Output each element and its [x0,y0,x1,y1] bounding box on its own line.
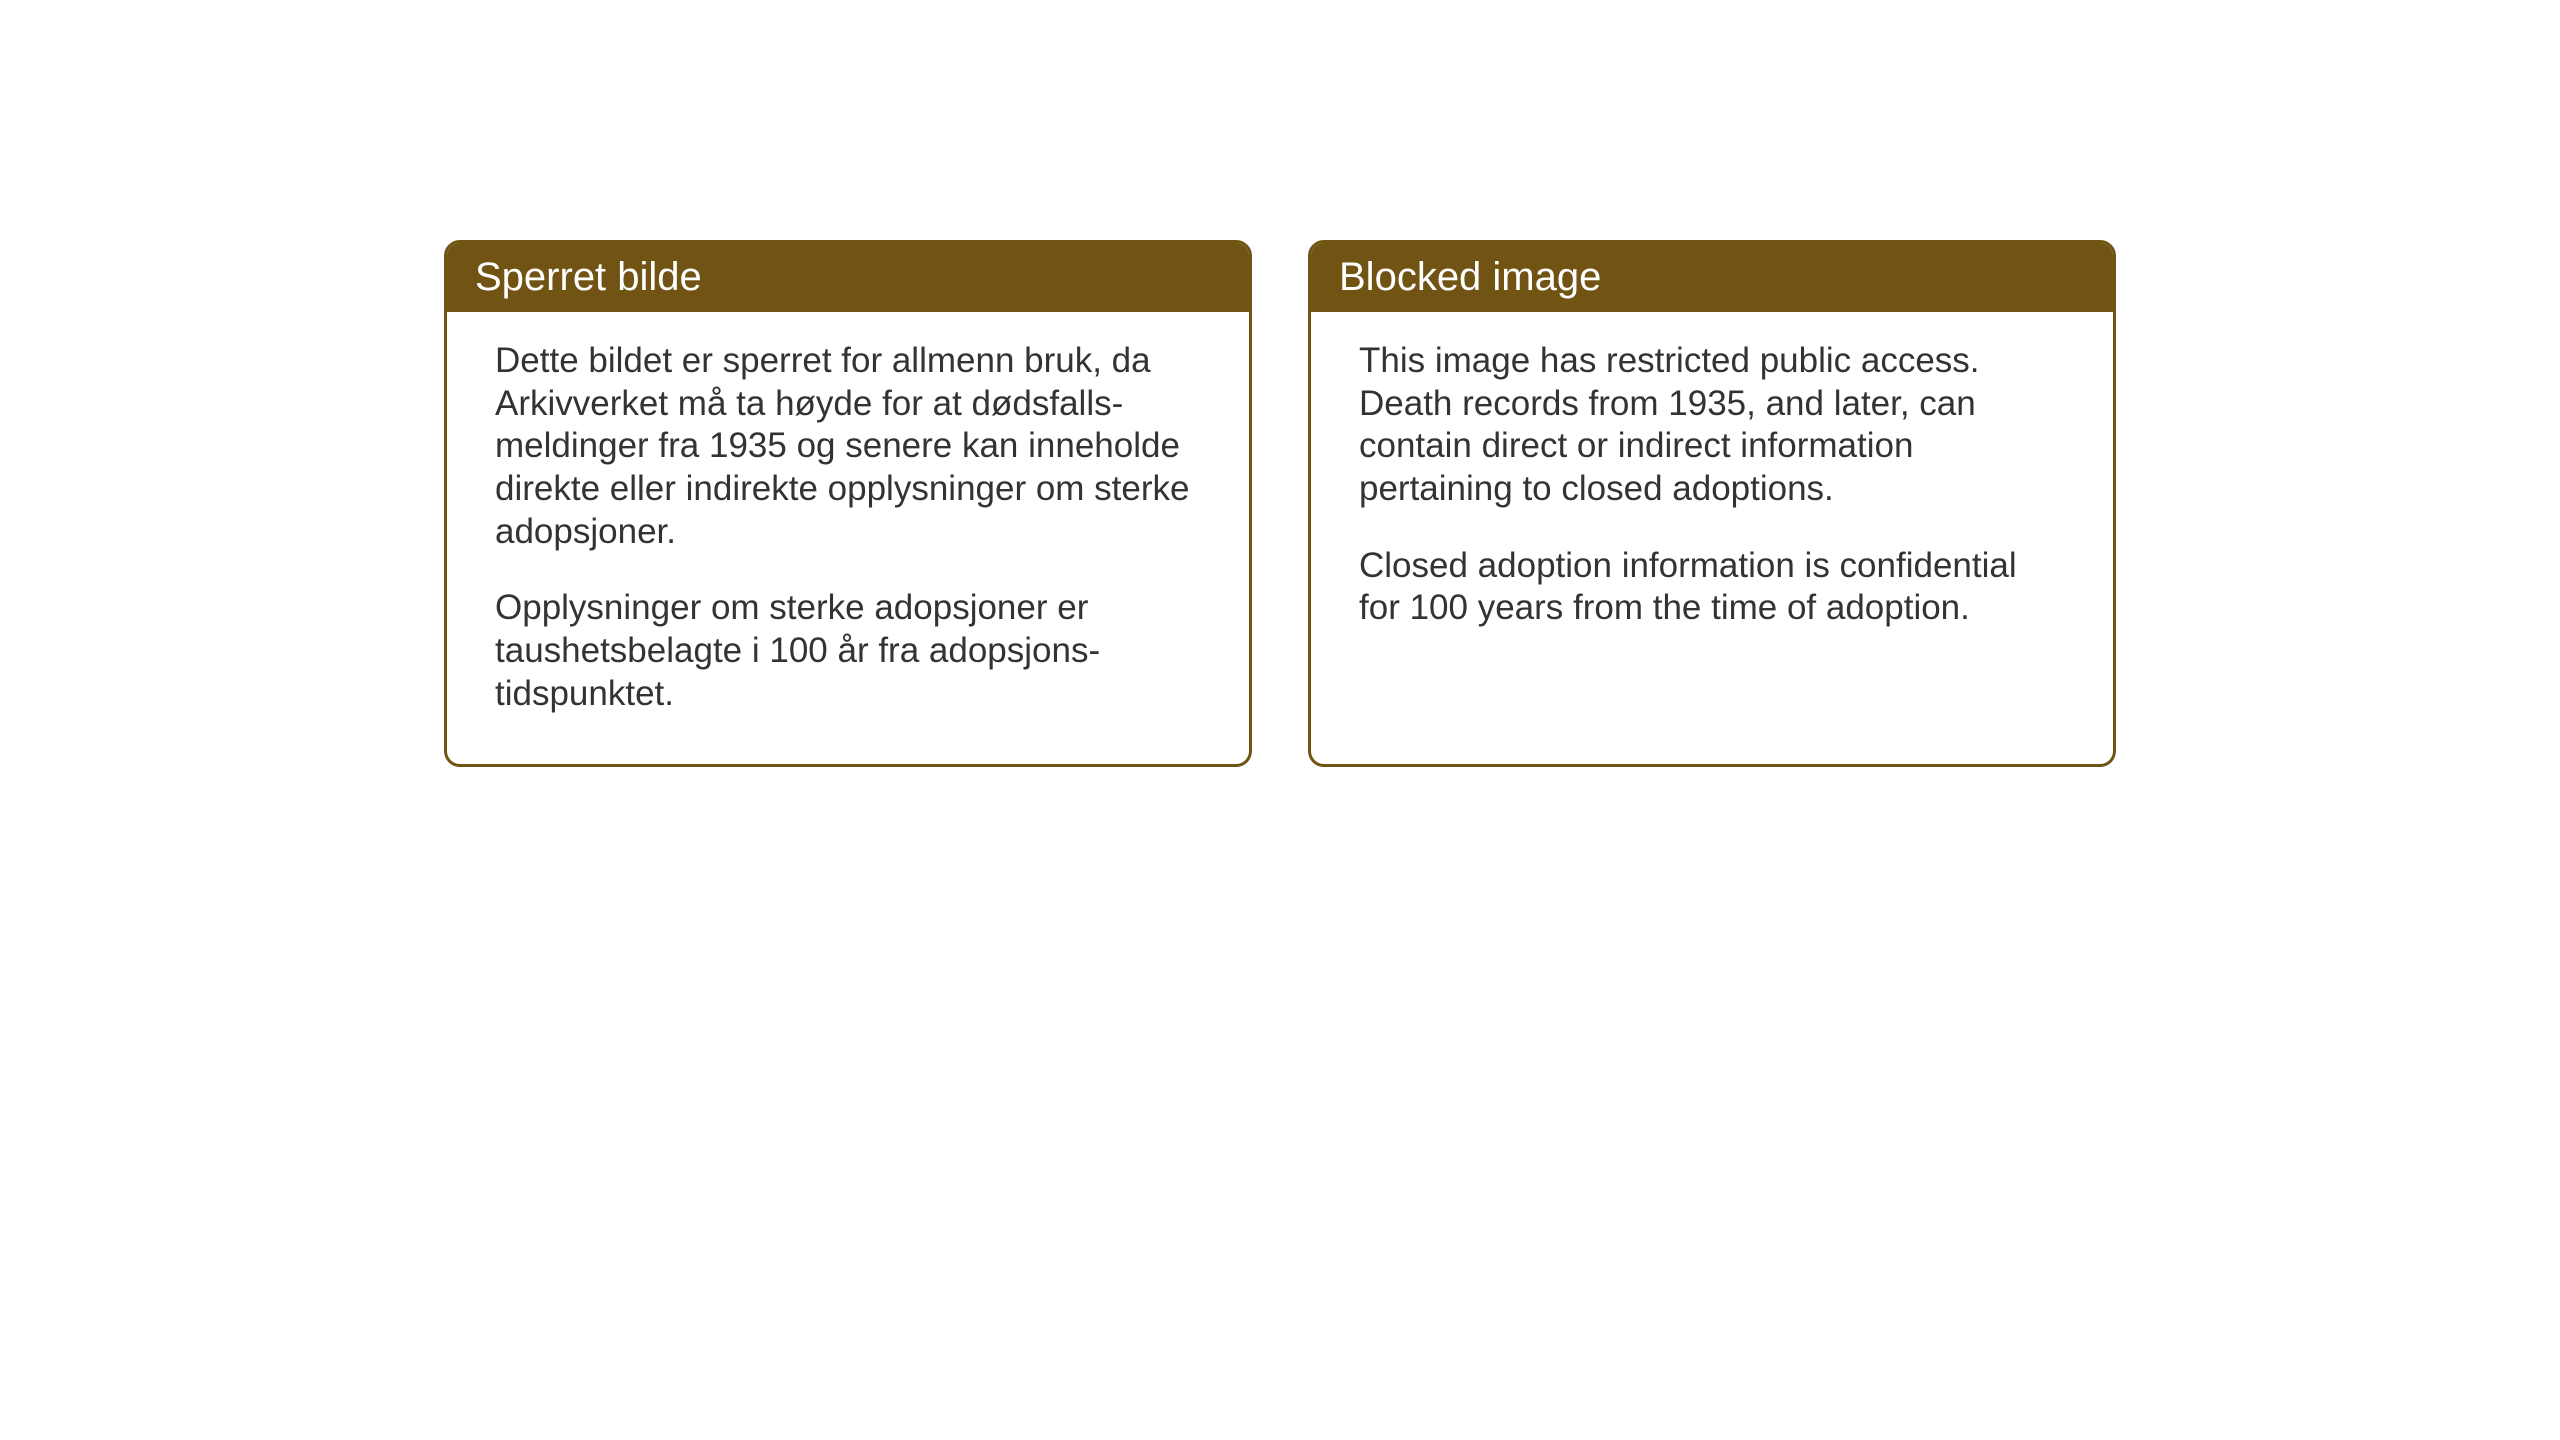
notice-paragraph: Opplysninger om sterke adopsjoner er tau… [495,587,1201,715]
notice-title-english: Blocked image [1311,243,2113,312]
notice-paragraph: This image has restricted public access.… [1359,340,2065,511]
notice-paragraph: Closed adoption information is confident… [1359,545,2065,630]
notice-body-norwegian: Dette bildet er sperret for allmenn bruk… [447,312,1249,764]
notice-box-norwegian: Sperret bilde Dette bildet er sperret fo… [444,240,1252,767]
notice-box-english: Blocked image This image has restricted … [1308,240,2116,767]
notice-body-english: This image has restricted public access.… [1311,312,2113,678]
notice-paragraph: Dette bildet er sperret for allmenn bruk… [495,340,1201,553]
notice-title-norwegian: Sperret bilde [447,243,1249,312]
notices-container: Sperret bilde Dette bildet er sperret fo… [0,0,2560,1007]
